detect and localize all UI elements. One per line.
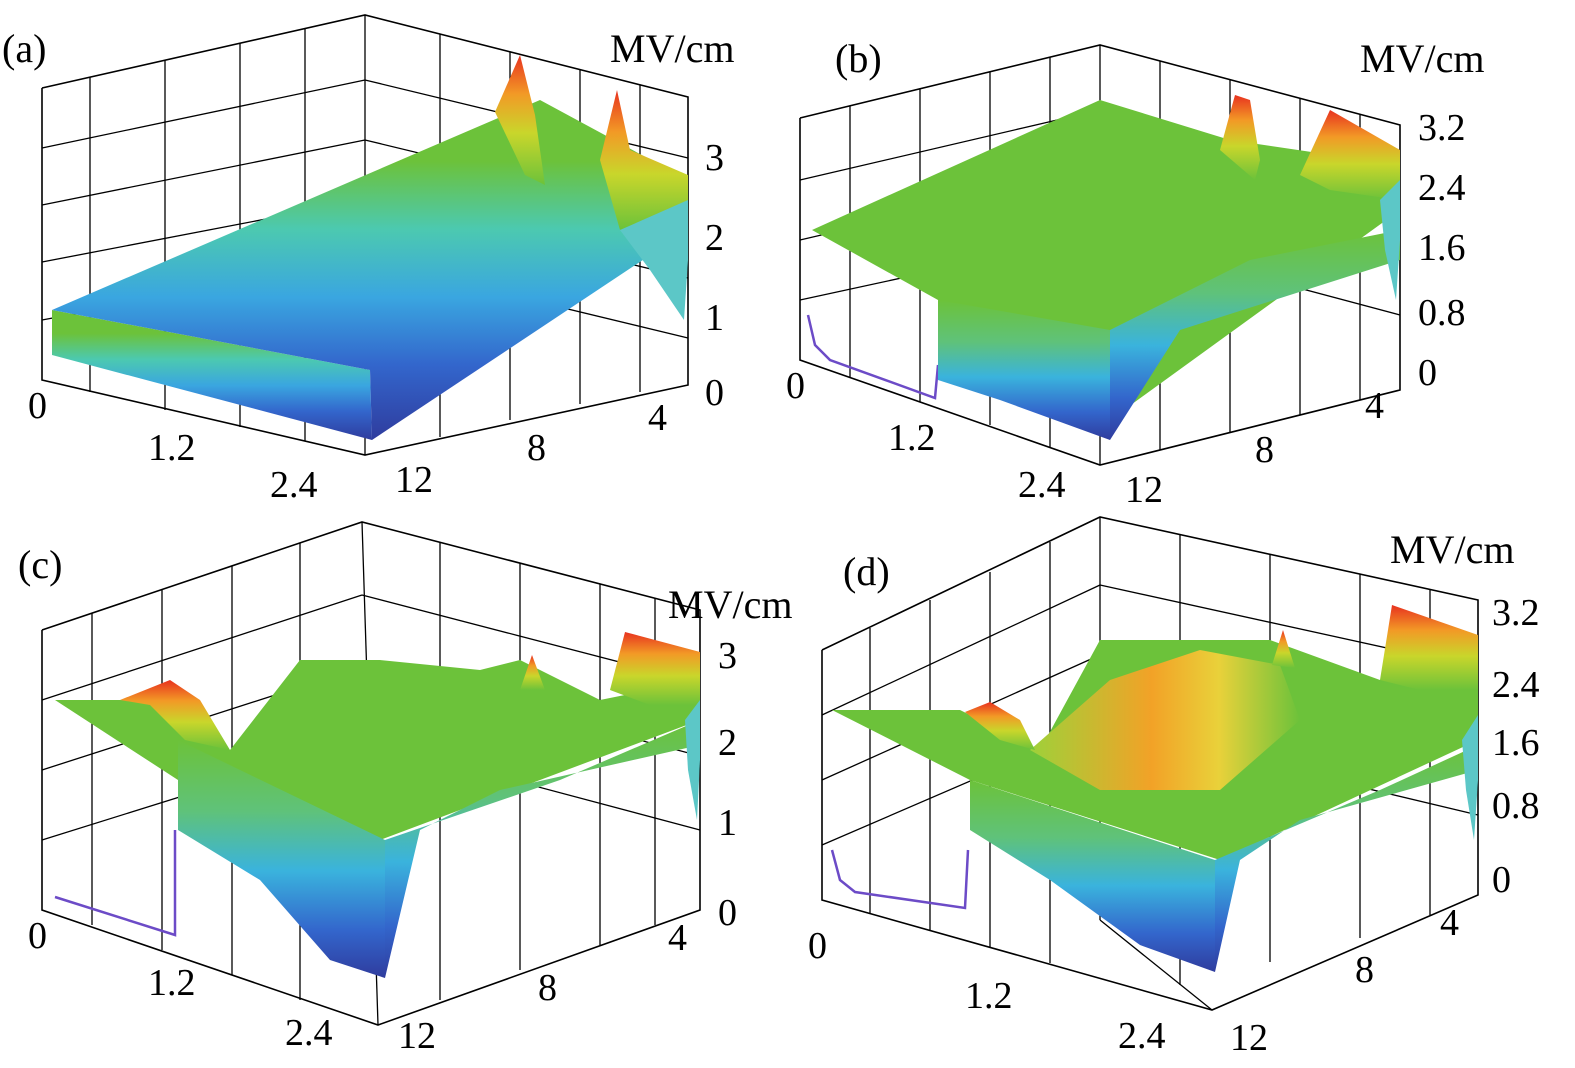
panel-b-peak-2 (1300, 110, 1400, 200)
panel-c-front-curve (385, 720, 700, 978)
panel-c: (c) MV/cm 3 2 1 0 0 1.2 2.4 12 8 4 (18, 521, 792, 1057)
panel-c-ytick-2: 4 (668, 917, 687, 959)
panel-a-surface-top (52, 310, 372, 440)
panel-d-ytick-2: 4 (1440, 902, 1459, 944)
panel-c-mid-peak (520, 655, 545, 690)
panel-c-unit: MV/cm (668, 582, 792, 627)
panel-d-ztick-4: 3.2 (1492, 592, 1540, 634)
panel-a-surface-plane (52, 100, 688, 440)
panel-d-ztick-3: 2.4 (1492, 664, 1540, 706)
panel-d-ytick-1: 8 (1355, 949, 1374, 991)
panel-c-ztick-2: 2 (718, 722, 737, 764)
panel-a-edge-drop (620, 200, 688, 320)
panel-c-floor-line (54, 830, 177, 937)
panel-b-ytick-1: 8 (1255, 429, 1274, 471)
panel-a-ztick-0: 0 (705, 372, 724, 414)
panel-d-right-peak (1380, 605, 1478, 690)
panel-d-unit: MV/cm (1390, 527, 1514, 572)
panel-b-front-face (938, 300, 1110, 440)
panel-a-xtick-2: 2.4 (270, 464, 318, 506)
panel-c-left-peak (120, 680, 230, 750)
panel-d-ridge (1030, 650, 1300, 790)
panel-c-front-face (178, 740, 385, 978)
panel-d-front-face (970, 780, 1215, 972)
panel-c-ztick-3: 3 (718, 635, 737, 677)
panel-d-floor-line (830, 849, 970, 910)
panel-d-front-curve (1215, 745, 1478, 972)
panel-a-label: (a) (2, 26, 46, 71)
panel-b-ztick-2: 1.6 (1418, 227, 1466, 269)
panel-c-ztick-1: 1 (718, 802, 737, 844)
panel-a-unit: MV/cm (610, 26, 734, 71)
panel-a-ytick-1: 8 (527, 427, 546, 469)
panel-a-ytick-0: 12 (395, 459, 433, 501)
panel-c-xtick-2: 2.4 (285, 1012, 333, 1054)
panel-b-xtick-0: 0 (786, 365, 805, 407)
panel-d-ytick-0: 12 (1230, 1017, 1268, 1059)
panel-b-xtick-1: 1.2 (888, 417, 936, 459)
panel-b-ztick-1: 0.8 (1418, 292, 1466, 334)
panel-a-ztick-1: 1 (705, 297, 724, 339)
panel-b-floor-line (806, 314, 940, 400)
panel-a: (a) MV/cm 3 2 1 0 0 1.2 2.4 12 8 4 (2, 14, 734, 506)
panel-b-edge-drop (1380, 180, 1400, 300)
panel-a-xtick-1: 1.2 (148, 427, 196, 469)
panel-b: (b) MV/cm 3.2 2.4 1.6 0.8 0 0 1.2 2.4 12… (786, 36, 1484, 511)
panel-d-ztick-0: 0 (1492, 859, 1511, 901)
panel-c-label: (c) (18, 542, 62, 587)
panel-c-ytick-1: 8 (538, 967, 557, 1009)
panel-a-peak-1 (495, 55, 545, 185)
panel-b-label: (b) (835, 36, 882, 81)
panel-b-surface-plane (812, 100, 1400, 420)
panel-d-xtick-2: 2.4 (1118, 1015, 1166, 1057)
panel-b-front-curve (1110, 230, 1400, 440)
panel-b-unit: MV/cm (1360, 36, 1484, 81)
panel-c-edge-drop (685, 700, 700, 820)
panel-b-ztick-4: 3.2 (1418, 107, 1466, 149)
panel-d-left-peak (965, 702, 1035, 750)
panel-d-mid-peak (1272, 630, 1295, 668)
panel-a-ztick-2: 2 (705, 217, 724, 259)
panel-a-ztick-3: 3 (705, 137, 724, 179)
panel-d-xtick-0: 0 (808, 925, 827, 967)
panel-b-ztick-0: 0 (1418, 352, 1437, 394)
panel-d-edge-drop (1462, 715, 1478, 840)
panel-a-ytick-2: 4 (648, 397, 667, 439)
panel-a-xtick-0: 0 (28, 385, 47, 427)
panel-d-xtick-1: 1.2 (965, 975, 1013, 1017)
panel-c-right-peak (610, 632, 700, 705)
panel-a-peak-2 (600, 90, 688, 230)
panel-b-xtick-2: 2.4 (1018, 464, 1066, 506)
panel-d: (d) MV/cm 3.2 2.4 1.6 0.8 0 0 1.2 2.4 12… (808, 516, 1540, 1059)
panel-c-xtick-1: 1.2 (148, 962, 196, 1004)
panel-c-ztick-0: 0 (718, 892, 737, 934)
panel-c-xtick-0: 0 (28, 915, 47, 957)
panel-b-ztick-3: 2.4 (1418, 167, 1466, 209)
panel-d-ztick-1: 0.8 (1492, 785, 1540, 827)
panel-b-ytick-2: 4 (1365, 385, 1384, 427)
panel-b-peak-1 (1220, 95, 1260, 180)
panel-c-surface-plane (55, 660, 700, 840)
panel-d-ztick-2: 1.6 (1492, 722, 1540, 764)
panel-b-ytick-0: 12 (1125, 469, 1163, 511)
panel-c-ytick-0: 12 (398, 1015, 436, 1057)
panel-d-label: (d) (843, 549, 890, 594)
